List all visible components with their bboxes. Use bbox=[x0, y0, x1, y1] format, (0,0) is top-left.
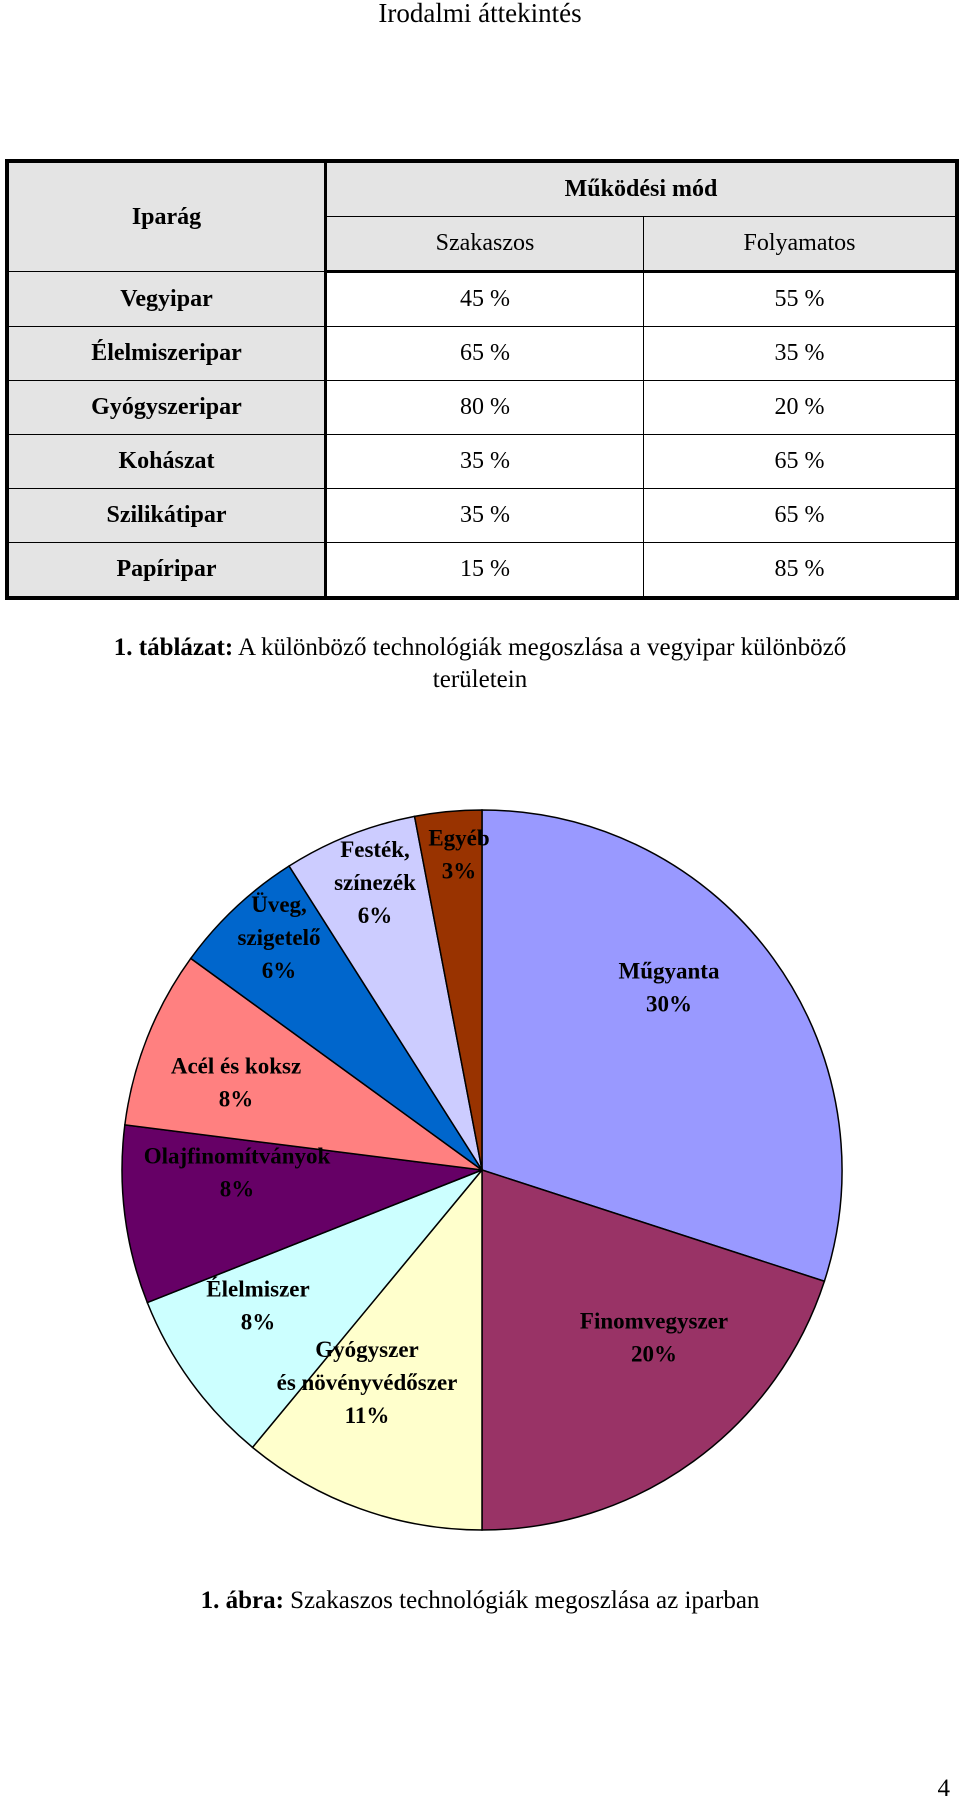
pie-slice bbox=[146, 1169, 483, 1449]
continuous-value: 55 % bbox=[643, 271, 958, 327]
row-label: Szilikátipar bbox=[6, 488, 327, 543]
column-group-operation-mode: Működési mód bbox=[325, 160, 958, 217]
pie-slice-label: Műgyanta 30% bbox=[619, 959, 720, 1017]
continuous-value: 85 % bbox=[643, 542, 958, 599]
pie-slice bbox=[481, 1168, 826, 1531]
pie-slice-label: Olajfinomítványok 8% bbox=[144, 1144, 331, 1202]
pie-slice bbox=[189, 865, 483, 1171]
table-row: Papíripar 15 % 85 % bbox=[6, 542, 958, 599]
batch-value: 35 % bbox=[325, 434, 644, 489]
pie-slice-label: Finomvegyszer 20% bbox=[580, 1309, 728, 1367]
batch-value: 45 % bbox=[325, 271, 644, 327]
pie-chart: Műgyanta 30% Finomvegyszer 20% Gyógyszer és n… bbox=[121, 809, 843, 1531]
continuous-value: 20 % bbox=[643, 380, 958, 435]
pie-slice-label: Üveg, szigetelő 6% bbox=[237, 892, 320, 983]
continuous-value: 35 % bbox=[643, 326, 958, 381]
table-caption: 1. táblázat: A különböző technológiák me… bbox=[0, 632, 960, 696]
pie-slice-label: Gyógyszer és növényvédőszer 11% bbox=[277, 1337, 458, 1428]
pie-slice bbox=[251, 1167, 483, 1531]
batch-value: 80 % bbox=[325, 380, 644, 435]
row-label: Kohászat bbox=[6, 434, 327, 489]
table-caption-prefix: 1. táblázat: bbox=[113, 634, 234, 661]
column-header-continuous: Folyamatos bbox=[643, 216, 958, 273]
table-row: Kohászat 35 % 65 % bbox=[6, 434, 958, 489]
pie-slice bbox=[413, 809, 483, 1171]
figure-caption-prefix: 1. ábra: bbox=[200, 1587, 284, 1614]
column-header-industry: Iparág bbox=[6, 160, 327, 272]
pie-slice bbox=[481, 809, 843, 1283]
figure-caption: 1. ábra: Szakaszos technológiák megoszlá… bbox=[0, 1585, 960, 1617]
pie-slice-label: Egyéb 3% bbox=[428, 826, 489, 884]
batch-value: 65 % bbox=[325, 326, 644, 381]
row-label: Vegyipar bbox=[6, 271, 327, 327]
pie-slice-label: Élelmiszer 8% bbox=[206, 1277, 309, 1335]
pie-slice-label: Festék, színezék 6% bbox=[334, 837, 416, 928]
continuous-value: 65 % bbox=[643, 488, 958, 543]
table-row: Szilikátipar 35 % 65 % bbox=[6, 488, 958, 543]
pie-slice bbox=[124, 957, 483, 1171]
pie-slice bbox=[121, 1124, 483, 1304]
figure-caption-text: Szakaszos technológiák megoszlása az ipa… bbox=[290, 1587, 760, 1614]
batch-value: 35 % bbox=[325, 488, 644, 543]
row-label: Élelmiszeripar bbox=[6, 326, 327, 381]
table-caption-text: A különböző technológiák megoszlása a ve… bbox=[238, 634, 847, 661]
column-header-batch: Szakaszos bbox=[325, 216, 644, 273]
row-label: Gyógyszeripar bbox=[6, 380, 327, 435]
running-header: Irodalmi áttekintés bbox=[378, 0, 582, 28]
page-number: 4 bbox=[937, 1775, 951, 1802]
continuous-value: 65 % bbox=[643, 434, 958, 489]
row-label: Papíripar bbox=[6, 542, 327, 599]
table-row: Gyógyszeripar 80 % 20 % bbox=[6, 380, 958, 435]
batch-value: 15 % bbox=[325, 542, 644, 599]
pie-slice bbox=[288, 815, 483, 1171]
pie-slice-label: Acél és koksz 8% bbox=[171, 1054, 301, 1112]
table-row: Vegyipar 45 % 55 % bbox=[6, 271, 958, 327]
table-row: Élelmiszeripar 65 % 35 % bbox=[6, 326, 958, 381]
technology-table: Iparág Működési mód Szakaszos Folyamatos… bbox=[5, 159, 959, 600]
table-caption-text-2: területein bbox=[432, 666, 528, 693]
